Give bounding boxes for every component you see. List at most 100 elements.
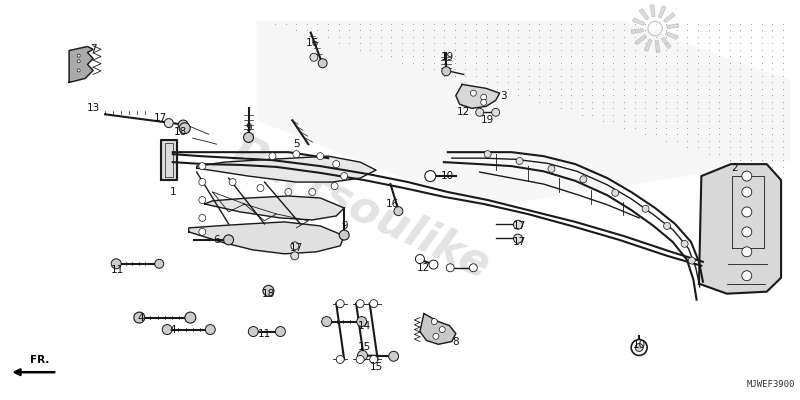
Circle shape (199, 178, 206, 186)
Circle shape (516, 158, 523, 164)
Circle shape (310, 53, 318, 61)
Text: 18: 18 (174, 127, 187, 137)
Polygon shape (663, 12, 675, 23)
Circle shape (199, 163, 206, 170)
Circle shape (134, 312, 145, 323)
Polygon shape (257, 21, 790, 208)
Polygon shape (161, 140, 177, 180)
Circle shape (154, 259, 164, 268)
Circle shape (318, 59, 327, 68)
Polygon shape (631, 28, 643, 34)
Text: 11: 11 (110, 265, 124, 275)
Text: 15: 15 (370, 362, 382, 372)
Circle shape (514, 220, 522, 229)
Circle shape (742, 207, 752, 217)
Text: 18: 18 (262, 289, 275, 299)
Text: 17: 17 (154, 113, 167, 123)
Circle shape (439, 326, 446, 332)
Circle shape (224, 235, 234, 245)
Circle shape (78, 69, 80, 72)
Circle shape (470, 90, 476, 96)
Circle shape (78, 60, 80, 63)
Circle shape (263, 286, 274, 296)
Text: 19: 19 (481, 115, 494, 125)
Circle shape (742, 171, 752, 181)
Circle shape (293, 151, 300, 158)
Circle shape (206, 324, 215, 334)
Text: 15: 15 (358, 342, 370, 352)
Circle shape (681, 240, 688, 247)
Circle shape (336, 300, 344, 308)
Circle shape (476, 108, 484, 116)
Circle shape (199, 196, 206, 204)
Circle shape (481, 99, 486, 105)
Circle shape (333, 161, 340, 168)
Circle shape (178, 120, 188, 130)
Circle shape (663, 222, 670, 229)
Circle shape (341, 172, 348, 180)
Circle shape (164, 118, 174, 128)
Circle shape (446, 264, 454, 272)
Text: 17: 17 (513, 237, 526, 247)
Circle shape (162, 324, 172, 334)
Circle shape (356, 300, 364, 308)
Text: 8: 8 (453, 336, 459, 346)
Text: 4: 4 (138, 312, 144, 322)
Polygon shape (658, 6, 666, 18)
Circle shape (442, 67, 450, 76)
Text: 7: 7 (90, 44, 96, 54)
Circle shape (742, 227, 752, 237)
Circle shape (370, 356, 378, 364)
Circle shape (336, 356, 344, 364)
Circle shape (484, 151, 491, 158)
Circle shape (425, 171, 436, 182)
Circle shape (580, 176, 587, 183)
Polygon shape (699, 164, 781, 294)
Text: 10: 10 (633, 340, 646, 350)
Circle shape (179, 123, 190, 134)
Circle shape (78, 54, 80, 57)
Circle shape (199, 214, 206, 222)
Polygon shape (650, 5, 655, 17)
Polygon shape (205, 196, 344, 220)
Circle shape (648, 22, 662, 36)
Circle shape (742, 271, 752, 281)
Circle shape (111, 259, 121, 269)
Polygon shape (655, 40, 660, 52)
Circle shape (688, 257, 695, 264)
Text: FR.: FR. (30, 356, 50, 366)
Text: 17: 17 (290, 243, 303, 253)
Circle shape (185, 312, 196, 323)
Circle shape (415, 254, 425, 264)
Circle shape (358, 350, 367, 360)
Polygon shape (420, 314, 456, 344)
Circle shape (331, 182, 338, 190)
Circle shape (339, 230, 349, 240)
Polygon shape (666, 24, 679, 28)
Text: 9: 9 (246, 123, 252, 133)
Text: MJWEF3900: MJWEF3900 (746, 380, 794, 389)
Text: 19: 19 (442, 52, 454, 62)
Circle shape (742, 187, 752, 197)
Circle shape (248, 326, 258, 336)
Circle shape (357, 316, 366, 326)
Circle shape (433, 333, 439, 339)
Circle shape (742, 247, 752, 257)
Polygon shape (635, 34, 646, 45)
Circle shape (199, 228, 206, 235)
Circle shape (309, 188, 316, 196)
Polygon shape (644, 39, 652, 51)
Circle shape (290, 252, 298, 260)
Circle shape (322, 316, 332, 326)
Circle shape (492, 108, 500, 116)
Circle shape (470, 264, 478, 272)
Circle shape (481, 94, 486, 100)
Text: 17: 17 (513, 221, 526, 231)
Text: 10: 10 (442, 171, 454, 181)
Circle shape (389, 351, 398, 361)
Text: 6: 6 (214, 235, 220, 245)
Polygon shape (69, 46, 93, 82)
Text: 12: 12 (418, 263, 430, 273)
Circle shape (548, 166, 555, 172)
Circle shape (243, 132, 254, 142)
